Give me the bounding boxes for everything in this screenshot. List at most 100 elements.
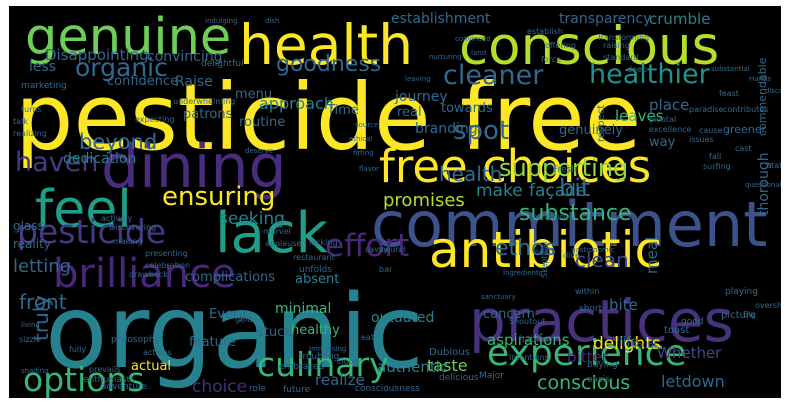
word-clean: clean (575, 248, 629, 272)
word-philosophy: philosophy (111, 335, 160, 345)
word-delightful: delightful (201, 59, 244, 69)
word-gold: gold (235, 315, 253, 324)
word-culinary: culinary (257, 345, 389, 384)
word-drawback: drawback (129, 270, 168, 279)
word-short: short (579, 304, 603, 314)
word-front: front (19, 290, 67, 314)
word-shading: shading (21, 367, 49, 375)
word-picture: picture (721, 310, 756, 321)
word-dining: dining (101, 132, 287, 202)
word-dubious: Dubious (429, 347, 470, 358)
word-meal: meal (643, 236, 661, 274)
word-cloud: cloud (337, 357, 359, 366)
word-talk: talk (13, 117, 28, 126)
word-establish: establish (527, 27, 563, 36)
word-adventure: adventure (101, 382, 148, 392)
word-stuck: stuck (257, 325, 292, 340)
word-sanctuary: sanctuary (481, 293, 516, 301)
word-fully: fully (69, 345, 87, 354)
word-actual: actual (131, 359, 172, 374)
word-place: place (649, 96, 690, 114)
word-fitting: fitting (353, 149, 374, 157)
word-promises: promises (383, 190, 465, 211)
word-marketing: marketing (21, 81, 67, 91)
word-letdown: letdown (661, 372, 725, 391)
word-organic: organic (75, 53, 168, 82)
word-flavor: flavor (359, 165, 380, 173)
word-paradise: paradise (689, 105, 724, 114)
word-pesticide-free: pesticide free (15, 64, 642, 171)
word-applause: applause (265, 239, 302, 248)
word-options: options (23, 360, 145, 398)
word-immersing: Immersing (309, 345, 347, 353)
word-turns: turns (21, 105, 42, 114)
word-commendable: commendable (756, 57, 769, 136)
word-land: land (471, 49, 487, 57)
word-establishment: establishment (391, 11, 491, 27)
word-goodness: goodness (276, 52, 382, 77)
word-branding: branding (415, 121, 478, 137)
word-bite: bite (609, 296, 638, 314)
word-life: life (619, 335, 639, 350)
word-contributes: contributes (723, 105, 769, 114)
word-health: health (239, 13, 414, 77)
word-absent: absent (295, 272, 340, 287)
word-dish: dish (265, 17, 280, 25)
word-issues: issues (689, 135, 714, 144)
word-fresh: Fresh (553, 165, 577, 175)
word-authentic: authentic (377, 358, 449, 376)
word-taste: taste (427, 356, 468, 375)
word-nurturing: nurturing (429, 53, 462, 61)
word-letting: letting (13, 256, 72, 277)
word-overshadow: overshadow (755, 301, 781, 310)
word-sound: sound (381, 245, 406, 254)
word-cause: cause (699, 126, 723, 135)
word-consciousness: consciousness (355, 384, 420, 394)
word-brilliance: brilliance (53, 251, 236, 297)
word-cast: cast (735, 144, 752, 153)
word-minimal: minimal (275, 301, 332, 317)
word-solid: solid (535, 247, 554, 256)
word-habits: habits (519, 335, 547, 345)
word-dive: dive (563, 251, 580, 260)
word-enthusiasts: enthusiasts (83, 375, 135, 385)
word-healthy: healthy (291, 323, 340, 338)
word-delicious: delicious (439, 373, 479, 383)
word-standard: standard (603, 53, 639, 62)
word-cleaner: cleaner (443, 60, 544, 91)
word-disappointing: Disappointing (45, 46, 149, 64)
word-conscious: conscious (537, 372, 631, 394)
word-complications: complications (185, 270, 276, 285)
word-genuinely: genuinely (559, 123, 623, 138)
word-transforming: Transforming (597, 33, 650, 42)
word-reality: reality (13, 237, 51, 251)
word-source: source (355, 121, 379, 129)
word-celebration: celebration (145, 261, 191, 270)
word-healthier: healthier (589, 59, 710, 90)
word-lacking: lacking (309, 238, 338, 247)
word-routine: routine (239, 115, 286, 130)
word-revolution: revolution (533, 213, 569, 221)
word-offering: offering (545, 41, 576, 50)
word-respect: respect (596, 104, 607, 142)
word-leaves: leaves (615, 107, 664, 125)
word-underwhelming: underwhelming (173, 97, 236, 106)
word-approach: approach (259, 94, 334, 113)
word-deep: deep (627, 65, 647, 74)
word-excellence: excellence (649, 125, 692, 134)
word-embraced: embraced (279, 362, 325, 372)
word-ethos: ethos (495, 236, 557, 261)
word-pesticide: pesticide (17, 212, 167, 251)
word-cloud: pesticide free organic commitment health con… (9, 6, 781, 398)
word-intentions: intentions (509, 353, 549, 362)
word-realizing: realizing (13, 129, 47, 138)
word-beyond: beyond (79, 130, 158, 154)
word-confidence: confidence (107, 74, 179, 89)
word-shoutout: Shoutout (509, 317, 546, 326)
word-bitter: bitter (567, 348, 608, 366)
word-free-choices: free choices (379, 140, 652, 193)
word-organic: organic (45, 273, 424, 392)
word-feel: feel (35, 180, 132, 240)
word-seeking: seeking (219, 209, 285, 229)
word-indulging: indulging (205, 17, 238, 25)
